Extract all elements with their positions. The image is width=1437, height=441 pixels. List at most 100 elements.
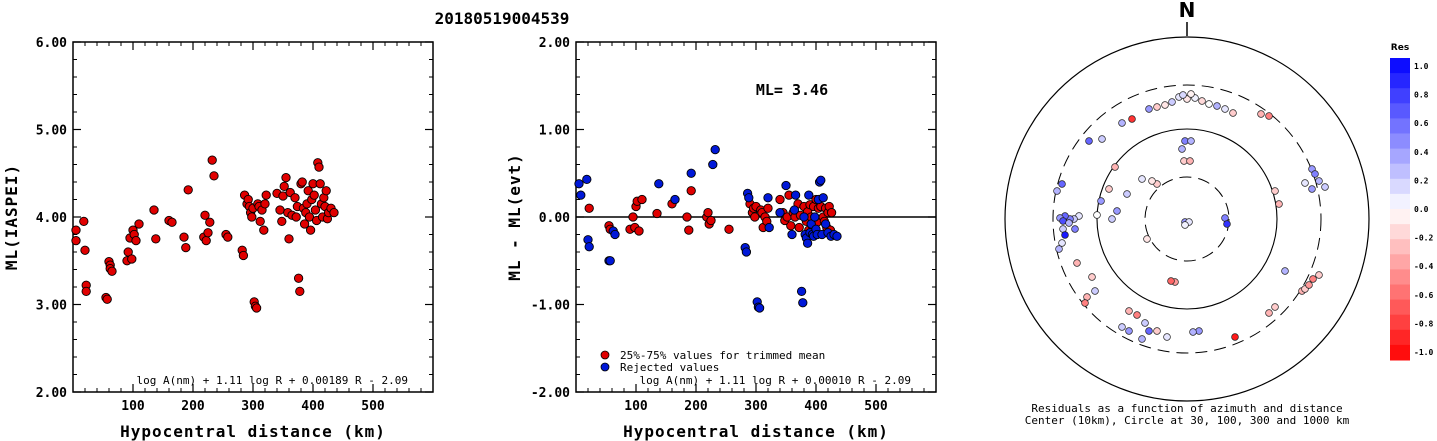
data-point	[299, 219, 310, 229]
station-marker	[1189, 328, 1197, 336]
colorbar-cell	[1390, 269, 1410, 285]
data-point	[183, 185, 193, 195]
rejected-point	[605, 256, 615, 266]
data-point	[775, 194, 785, 205]
rejected-point	[610, 229, 620, 240]
ml-annotation: ML= 3.46	[756, 81, 828, 99]
rejected-point	[686, 168, 696, 178]
y-tick-label: 1.00	[539, 124, 570, 139]
data-point	[684, 225, 694, 235]
data-point	[826, 207, 837, 218]
colorbar-cell	[1390, 193, 1410, 210]
rejected-point	[741, 247, 752, 257]
rejected-point	[708, 159, 718, 170]
data-point	[255, 216, 265, 227]
data-point	[80, 245, 90, 255]
station-marker	[1153, 327, 1161, 335]
colorbar-cell	[1390, 314, 1410, 331]
station-marker	[1108, 215, 1116, 223]
station-marker	[1081, 299, 1089, 307]
station-marker	[1167, 277, 1175, 285]
x-tick-label: 300	[744, 399, 768, 414]
colorbar-cell	[1390, 163, 1410, 180]
station-marker	[1111, 163, 1119, 171]
data-point	[251, 303, 262, 313]
data-point	[634, 226, 644, 236]
data-point	[321, 186, 331, 196]
colorbar-cell	[1390, 118, 1410, 134]
data-point	[238, 250, 249, 261]
x-tick-label: 200	[684, 399, 708, 414]
rejected-point	[764, 222, 774, 233]
data-point	[207, 155, 217, 165]
station-marker	[1163, 333, 1171, 341]
colorbar-cell	[1390, 299, 1410, 316]
colorbar-cell	[1390, 224, 1410, 240]
station-marker	[1098, 135, 1106, 143]
station-marker	[1145, 105, 1153, 113]
station-marker	[1053, 187, 1061, 195]
station-marker	[1073, 259, 1081, 267]
station-marker	[1168, 98, 1176, 106]
rejected-point	[584, 242, 594, 252]
rejected-point	[781, 180, 791, 191]
x-tick-label: 200	[181, 399, 205, 414]
formula-label: log A(nm) + 1.11 log R + 0.00010 R - 2.0…	[639, 374, 911, 387]
data-point	[281, 172, 291, 183]
station-marker	[1181, 221, 1189, 229]
residual-colorbar: Res 1.0 0.8 0.6 0.4 0.2 0.0 -0.2 -0.4 -0.6 -0.8 -1…	[1390, 43, 1433, 361]
data-point	[584, 203, 594, 213]
data-point	[786, 221, 796, 231]
colorbar-tick-label: 0.8	[1414, 91, 1429, 100]
data-point	[305, 225, 316, 235]
station-marker	[1091, 287, 1099, 295]
station-marker	[1125, 327, 1133, 335]
data-point	[209, 171, 219, 181]
station-marker	[1088, 273, 1096, 281]
colorbar-cell	[1390, 103, 1410, 119]
station-marker	[1153, 103, 1161, 111]
rejected-point	[789, 205, 800, 215]
data-point	[107, 266, 117, 276]
station-marker	[1231, 333, 1239, 341]
ring-30km	[1144, 176, 1230, 262]
station-marker	[1148, 177, 1156, 185]
rejected-point	[670, 194, 680, 205]
data-point	[181, 242, 191, 253]
data-point	[763, 203, 773, 213]
rejected-point	[810, 212, 820, 222]
station-marker	[1118, 119, 1126, 127]
y-axis-label: ML - ML(evt)	[505, 153, 524, 281]
panel-ml-vs-distance: 100 200 300 400 500 2.00 3.00 4.00 5.00 6.00 ML(I…	[2, 36, 434, 441]
colorbar-cell	[1390, 284, 1410, 301]
rejected-point	[818, 193, 828, 203]
data-point	[315, 179, 325, 189]
data-point	[703, 207, 713, 218]
x-tick-label: 100	[121, 399, 145, 414]
data-point	[223, 232, 233, 242]
x-axis-label: Hypocentral distance (km)	[120, 422, 386, 441]
station-marker	[1138, 335, 1146, 343]
station-marker	[1205, 100, 1213, 108]
data-point	[201, 235, 211, 246]
y-tick-label: 6.00	[36, 36, 67, 51]
station-marker	[1085, 137, 1093, 145]
station-marker	[1271, 187, 1279, 195]
caption-line-2: Center (10km), Circle at 30, 100, 300 an…	[1025, 414, 1350, 427]
rejected-point	[654, 179, 664, 189]
data-point	[71, 225, 81, 235]
rejected-point	[582, 174, 592, 185]
data-point	[290, 193, 300, 203]
data-point	[151, 234, 161, 244]
data-point	[637, 194, 647, 205]
colorbar-tick-label: 1.0	[1414, 62, 1429, 71]
data-point	[310, 205, 321, 215]
station-marker	[1143, 235, 1151, 243]
data-point	[81, 286, 91, 297]
station-marker	[1055, 245, 1063, 253]
rejected-point	[796, 286, 807, 297]
colorbar-cell	[1390, 58, 1410, 74]
rejected-point	[798, 298, 808, 308]
colorbar-cell	[1390, 148, 1410, 165]
